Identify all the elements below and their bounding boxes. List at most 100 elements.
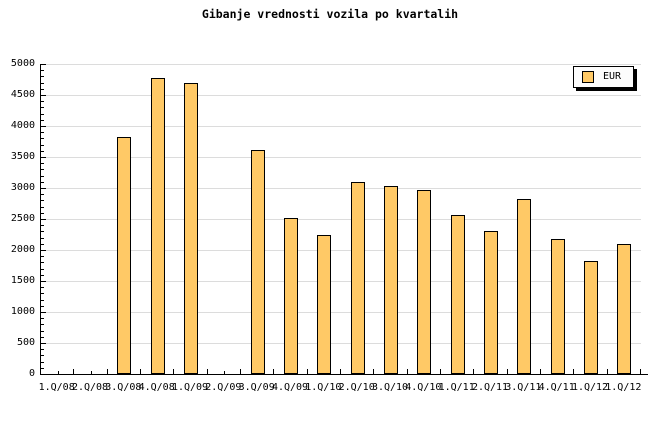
y-major-tick (41, 312, 46, 313)
y-minor-tick (41, 200, 44, 202)
x-major-tick (606, 369, 608, 374)
y-minor-tick (41, 181, 44, 183)
y-minor-tick (41, 324, 44, 326)
x-major-tick (406, 369, 408, 374)
y-tick-label: 3000 (10, 182, 35, 193)
bar (517, 199, 531, 374)
bar (617, 244, 631, 374)
y-major-tick (41, 188, 46, 189)
gridline (41, 219, 641, 220)
bar (184, 83, 198, 374)
gridline (41, 95, 641, 96)
x-major-tick (206, 369, 208, 374)
bar (151, 78, 165, 374)
y-minor-tick (41, 361, 44, 363)
x-minor-tick (224, 371, 226, 374)
y-minor-tick (41, 132, 44, 134)
x-tick-label: 1.Q/10 (305, 382, 342, 393)
x-major-tick (106, 369, 108, 374)
x-tick-label: 4.Q/08 (138, 382, 175, 393)
y-minor-tick (41, 274, 44, 276)
bar (484, 231, 498, 374)
y-minor-tick (41, 169, 44, 171)
gridline (41, 312, 641, 313)
y-minor-tick (41, 119, 44, 121)
y-minor-tick (41, 150, 44, 152)
y-major-tick (41, 219, 46, 220)
y-minor-tick (41, 262, 44, 264)
y-minor-tick (41, 206, 44, 208)
y-minor-tick (41, 299, 44, 301)
x-major-tick (540, 369, 541, 374)
y-minor-tick (41, 225, 44, 227)
plot-area (40, 64, 641, 374)
x-major-tick (573, 369, 575, 374)
y-minor-tick (41, 287, 44, 289)
y-minor-tick (41, 256, 44, 258)
y-tick-label: 1500 (10, 275, 35, 286)
x-tick-label: 2.Q/10 (338, 382, 375, 393)
bar (417, 190, 431, 374)
bar (551, 239, 565, 374)
y-tick-label: 500 (16, 337, 35, 348)
x-minor-tick (57, 371, 59, 374)
bar (284, 218, 298, 374)
x-major-tick (440, 369, 441, 374)
x-tick-label: 4.Q/09 (271, 382, 309, 393)
bar (251, 150, 265, 374)
gridline (41, 281, 641, 282)
y-minor-tick (41, 175, 44, 177)
x-minor-tick (91, 371, 92, 374)
y-minor-tick (41, 293, 44, 295)
y-tick-label: 0 (28, 368, 35, 379)
y-minor-tick (41, 101, 44, 103)
y-minor-tick (41, 231, 44, 233)
x-tick-label: 2.Q/08 (71, 382, 109, 393)
x-tick-label: 1.Q/11 (438, 382, 475, 393)
x-tick-label: 3.Q/11 (505, 382, 542, 393)
y-tick-label: 4500 (10, 89, 35, 100)
x-axis-line (40, 374, 648, 375)
x-tick-label: 2.Q/11 (471, 382, 509, 393)
x-major-tick (506, 369, 508, 374)
x-major-tick (173, 369, 175, 374)
y-minor-tick (41, 349, 44, 351)
x-tick-label: 1.Q/09 (171, 382, 209, 393)
gridline (41, 343, 641, 344)
x-major-tick (240, 369, 241, 374)
gridline (41, 126, 641, 127)
y-minor-tick (41, 88, 44, 90)
legend: EUR (573, 66, 635, 88)
gridline (41, 188, 641, 189)
x-major-tick (340, 369, 341, 374)
y-minor-tick (41, 138, 44, 140)
y-minor-tick (41, 113, 44, 115)
x-tick-label: 4.Q/11 (538, 382, 575, 393)
y-minor-tick (41, 82, 44, 84)
y-tick-label: 2500 (10, 213, 35, 224)
gridline (41, 250, 641, 251)
gridline (41, 157, 641, 158)
bar (351, 182, 365, 374)
y-tick-label: 3500 (10, 151, 35, 162)
x-tick-label: 3.Q/08 (105, 382, 142, 393)
y-major-tick (41, 250, 46, 251)
y-major-tick (41, 157, 46, 158)
x-major-tick (640, 369, 641, 374)
x-major-tick (473, 369, 475, 374)
bar (451, 215, 465, 374)
y-major-tick (41, 64, 46, 65)
x-tick-label: 1.Q/12 (571, 382, 609, 393)
y-minor-tick (41, 70, 44, 72)
legend-swatch-eur (582, 71, 594, 83)
y-major-tick (41, 126, 46, 127)
y-minor-tick (41, 144, 44, 146)
bar (384, 186, 398, 374)
y-minor-tick (41, 243, 44, 245)
y-minor-tick (41, 367, 44, 369)
y-minor-tick (41, 355, 44, 357)
y-minor-tick (41, 237, 44, 239)
x-major-tick (306, 369, 308, 374)
x-tick-label: 1.Q/08 (38, 382, 75, 393)
